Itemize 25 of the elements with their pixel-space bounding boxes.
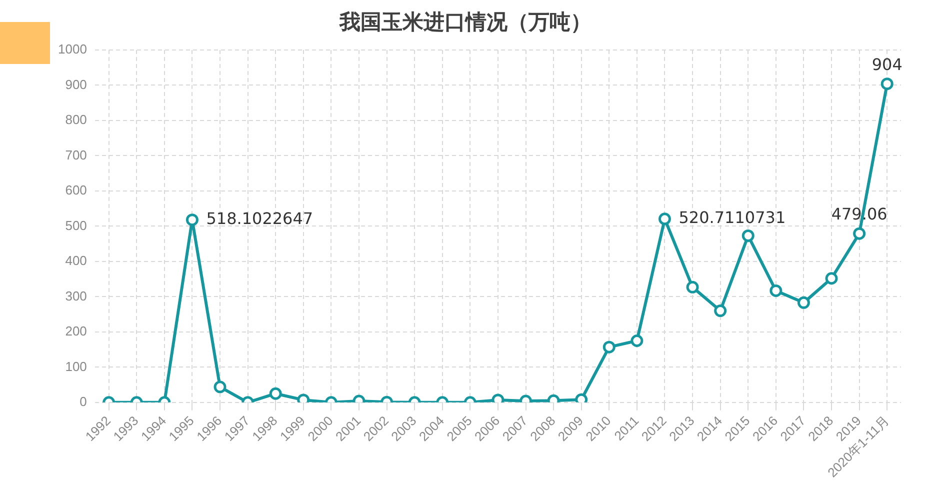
- y-tick-label: 800: [65, 112, 87, 128]
- y-tick-label: 200: [65, 324, 87, 339]
- point: [825, 272, 838, 285]
- y-tick-label: 600: [65, 182, 87, 198]
- y-tick-label: 500: [65, 218, 87, 233]
- y-tick-label: 400: [65, 253, 87, 268]
- point: [714, 304, 727, 318]
- y-tick-label: 0: [80, 394, 87, 409]
- point: [186, 214, 198, 226]
- data-label: 904: [872, 54, 902, 74]
- point: [853, 227, 866, 240]
- point: [770, 284, 782, 297]
- point: [686, 280, 699, 294]
- y-tick-label: 300: [65, 288, 87, 304]
- point: [658, 212, 671, 226]
- chart-title: 我国玉米进口情况（万吨）: [338, 9, 592, 36]
- point: [797, 296, 810, 309]
- y-tick-label: 900: [65, 76, 87, 92]
- y-tick-label: 700: [65, 147, 87, 162]
- point: [630, 334, 644, 347]
- y-tick-label: 1000: [58, 42, 87, 57]
- data-label: 518.1022647: [206, 208, 314, 228]
- point: [742, 229, 754, 242]
- data-label: 520.7110731: [678, 208, 786, 228]
- y-tick-label: 100: [65, 358, 87, 374]
